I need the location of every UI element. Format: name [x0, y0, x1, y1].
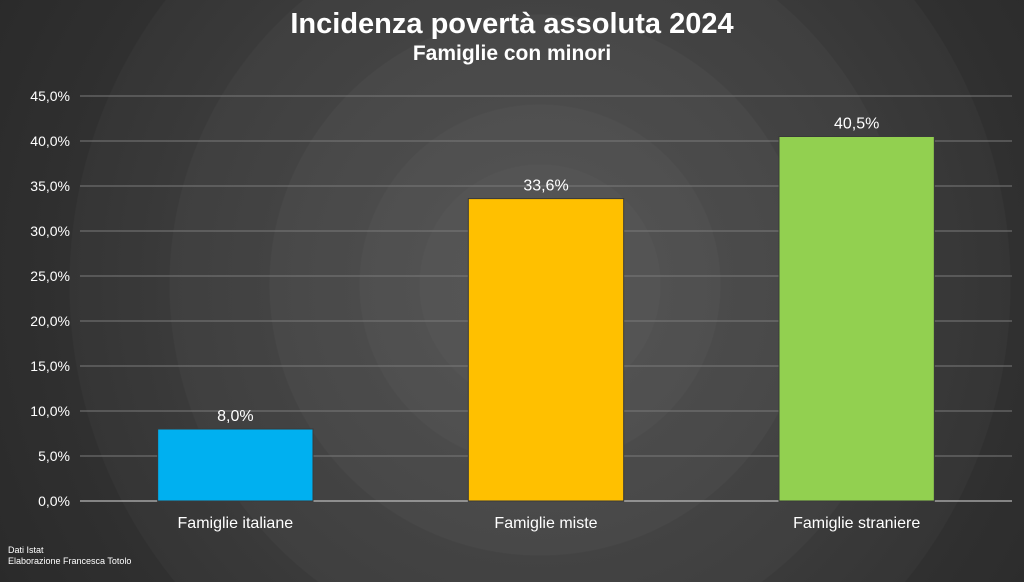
y-tick-label: 25,0% — [30, 268, 70, 284]
y-tick-label: 20,0% — [30, 313, 70, 329]
x-tick-label: Famiglie straniere — [793, 515, 920, 532]
chart-subtitle: Famiglie con minori — [412, 42, 612, 65]
bar — [467, 198, 625, 502]
y-tick-label: 0,0% — [38, 493, 70, 509]
y-tick-label: 45,0% — [30, 88, 70, 104]
y-tick-label: 15,0% — [30, 358, 70, 374]
y-tick-label: 35,0% — [30, 178, 70, 194]
source-note: Dati Istat — [8, 545, 44, 555]
y-tick-label: 5,0% — [38, 448, 70, 464]
data-label: 8,0% — [217, 408, 253, 425]
chart-title: Incidenza povertà assoluta 2024 — [290, 8, 734, 40]
author-note: Elaborazione Francesca Totolo — [8, 556, 132, 566]
y-tick-label: 40,0% — [30, 133, 70, 149]
x-tick-label: Famiglie miste — [494, 515, 597, 532]
x-tick-label: Famiglie italiane — [178, 515, 294, 532]
data-label: 33,6% — [523, 178, 568, 195]
bar — [157, 428, 314, 502]
y-tick-label: 10,0% — [30, 403, 70, 419]
y-tick-label: 30,0% — [30, 223, 70, 239]
data-label: 40,5% — [834, 116, 879, 133]
bar — [778, 136, 935, 502]
